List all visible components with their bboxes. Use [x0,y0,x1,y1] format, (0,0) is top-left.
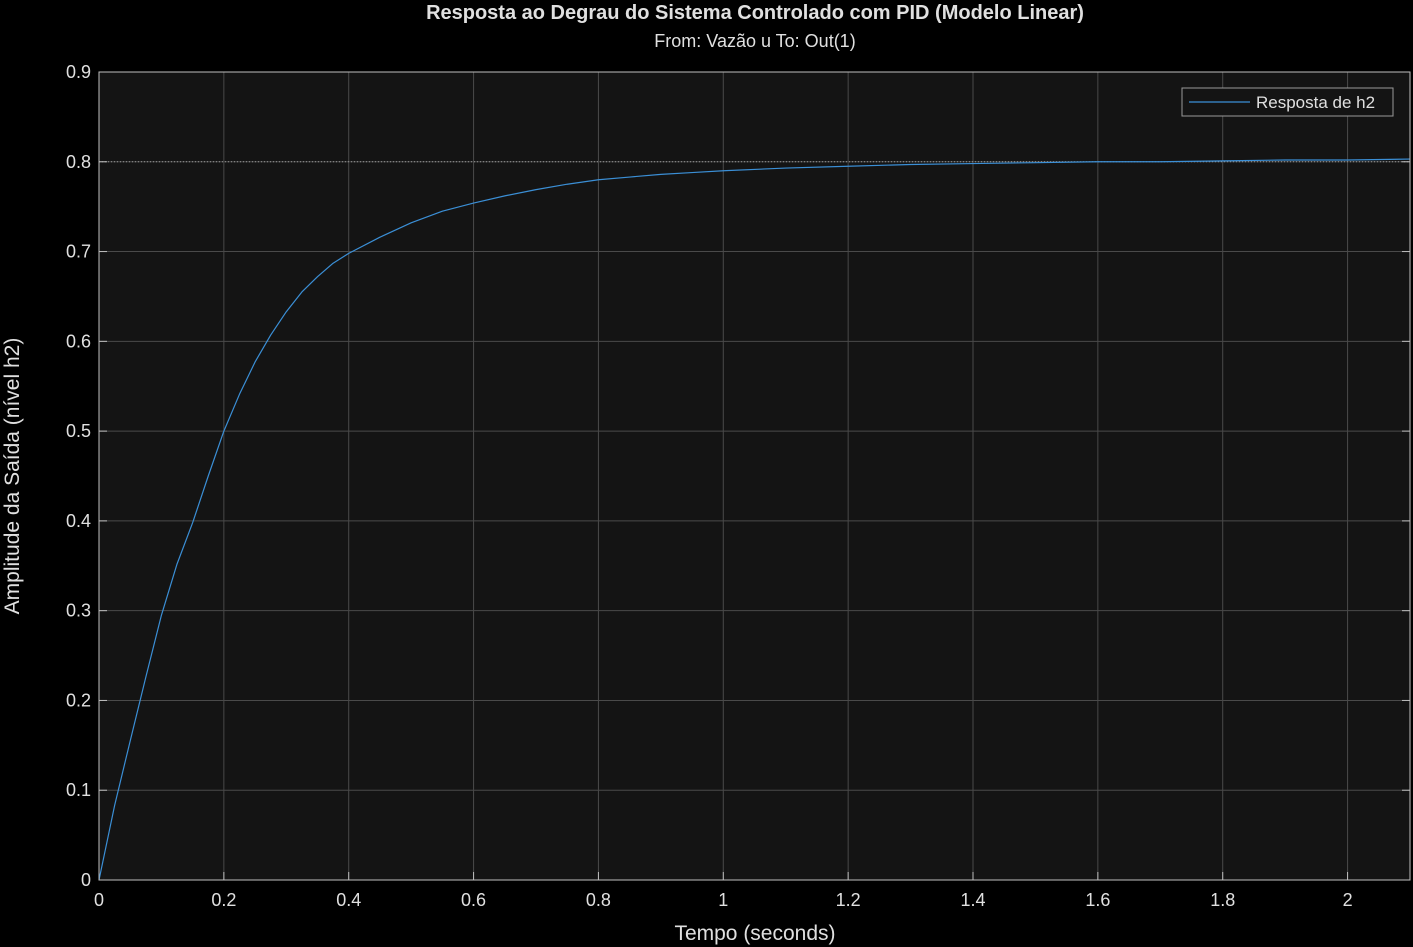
x-tick-label: 0.6 [461,890,486,910]
x-tick-label: 1.8 [1210,890,1235,910]
y-tick-label: 0.6 [66,331,91,351]
y-tick-label: 0.5 [66,421,91,441]
y-tick-label: 0.7 [66,242,91,262]
series-line-resposta-de-h2[interactable] [98,158,1411,881]
x-tick-label: 1.2 [836,890,861,910]
plot-frame [98,71,1411,881]
series-layer [98,158,1411,881]
y-axis-ticks: 0 0.1 0.2 0.3 0.4 0.5 0.6 0.7 0.8 0.9 [66,62,1410,890]
y-tick-label: 0.9 [66,62,91,82]
legend-label: Resposta de h2 [1256,93,1375,112]
plot-area[interactable] [99,72,1410,880]
x-axis-label: Tempo (seconds) [674,922,835,945]
legend[interactable]: Resposta de h2 [1181,87,1394,117]
y-tick-label: 0.2 [66,690,91,710]
y-axis-label: Amplitude da Saída (nível h2) [1,338,24,615]
x-tick-label: 0 [94,890,104,910]
y-tick-label: 0.1 [66,780,91,800]
x-tick-label: 1.6 [1085,890,1110,910]
x-axis-ticks: 0 0.2 0.4 0.6 0.8 1 1.2 1.4 1.6 1.8 2 [94,872,1353,910]
grid-lines [99,72,1410,880]
y-tick-label: 0.3 [66,601,91,621]
x-tick-label: 2 [1343,890,1353,910]
x-tick-label: 0.2 [211,890,236,910]
x-tick-label: 1.4 [960,890,985,910]
x-tick-label: 0.4 [336,890,361,910]
y-tick-label: 0 [81,870,91,890]
chart-title: Resposta ao Degrau do Sistema Controlado… [426,2,1084,24]
chart-subtitle: From: Vazão u To: Out(1) [654,31,855,51]
y-tick-label: 0.8 [66,152,91,172]
x-tick-label: 0.8 [586,890,611,910]
y-tick-label: 0.4 [66,511,91,531]
x-tick-label: 1 [718,890,728,910]
